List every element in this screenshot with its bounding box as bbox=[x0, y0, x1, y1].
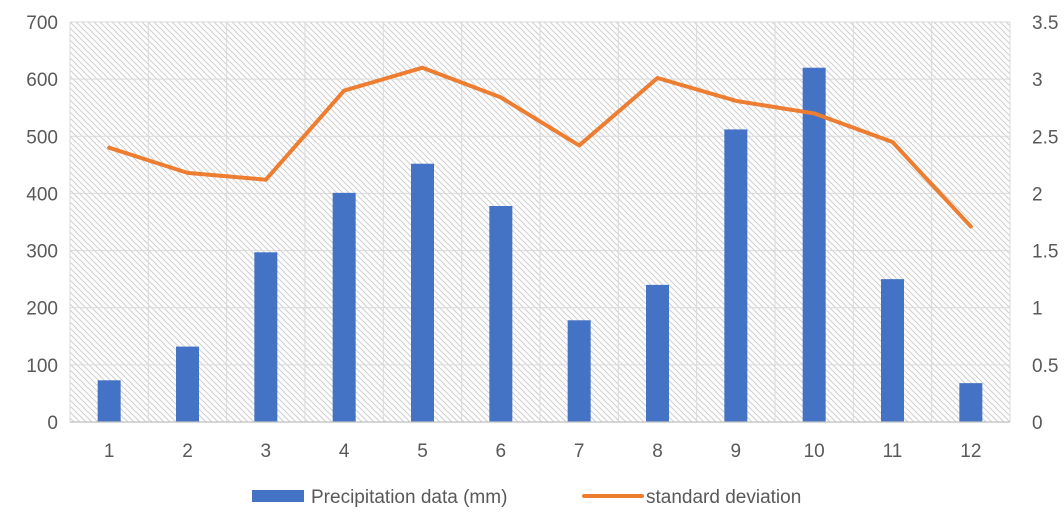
x-tick-label: 1 bbox=[104, 441, 115, 462]
bar bbox=[881, 279, 904, 422]
bar bbox=[959, 383, 982, 422]
x-tick-label: 8 bbox=[652, 441, 663, 462]
y-right-tick-label: 2.5 bbox=[1032, 127, 1058, 148]
y-left-tick-label: 200 bbox=[26, 299, 58, 320]
legend-label-precipitation: Precipitation data (mm) bbox=[311, 487, 507, 508]
bar bbox=[333, 193, 356, 422]
x-tick-label: 12 bbox=[960, 441, 981, 462]
x-tick-label: 9 bbox=[731, 441, 742, 462]
bar bbox=[568, 320, 591, 422]
y-left-tick-label: 100 bbox=[26, 356, 58, 377]
y-right-tick-label: 2 bbox=[1032, 184, 1043, 205]
y-right-tick-label: 3 bbox=[1032, 70, 1043, 91]
bar bbox=[98, 380, 121, 422]
bar bbox=[803, 68, 826, 422]
x-tick-label: 2 bbox=[182, 441, 193, 462]
x-tick-label: 3 bbox=[261, 441, 272, 462]
y-left-tick-label: 700 bbox=[26, 13, 58, 34]
x-tick-label: 11 bbox=[883, 441, 903, 462]
x-tick-label: 5 bbox=[417, 441, 428, 462]
legend: Precipitation data (mm) standard deviatio… bbox=[252, 487, 801, 508]
y-right-tick-label: 3.5 bbox=[1032, 13, 1058, 34]
y-right-tick-label: 0.5 bbox=[1032, 356, 1058, 377]
x-tick-label: 6 bbox=[496, 441, 507, 462]
legend-swatch-precipitation bbox=[252, 490, 304, 502]
bar bbox=[176, 347, 199, 422]
y-right-tick-label: 0 bbox=[1032, 413, 1043, 434]
y-left-tick-label: 500 bbox=[26, 127, 58, 148]
y-left-tick-label: 400 bbox=[26, 184, 58, 205]
bar bbox=[646, 285, 669, 422]
bar bbox=[724, 129, 747, 422]
bar bbox=[411, 164, 434, 422]
y-right-tick-label: 1.5 bbox=[1032, 242, 1058, 263]
y-left-tick-label: 0 bbox=[47, 413, 58, 434]
x-tick-label: 7 bbox=[574, 441, 585, 462]
y-left-tick-label: 300 bbox=[26, 242, 58, 263]
legend-label-std-dev: standard deviation bbox=[646, 487, 801, 508]
y-right-tick-label: 1 bbox=[1032, 299, 1043, 320]
x-tick-label: 10 bbox=[804, 441, 825, 462]
y-left-tick-label: 600 bbox=[26, 70, 58, 91]
x-tick-label: 4 bbox=[339, 441, 350, 462]
bar bbox=[489, 206, 512, 422]
bar bbox=[254, 252, 277, 422]
